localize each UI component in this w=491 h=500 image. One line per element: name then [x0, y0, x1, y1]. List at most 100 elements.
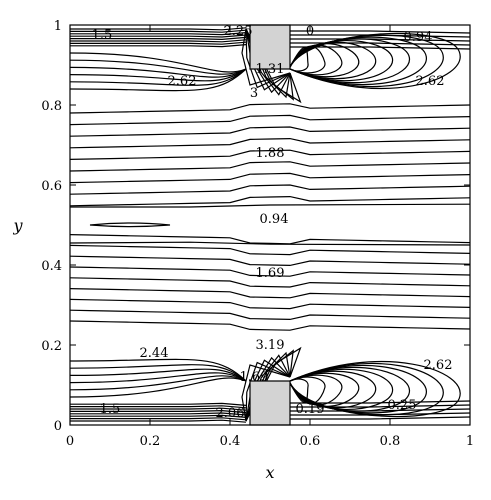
plot-frame [69, 24, 471, 426]
contour-line-22 [70, 419, 247, 423]
contour-line-8 [70, 195, 470, 207]
contour-line-3 [70, 137, 470, 149]
contour-label-9: 0.94 [260, 212, 289, 227]
contour-line-30 [70, 409, 247, 414]
contour-line-29 [70, 36, 247, 41]
contour-label-18: 0.25 [388, 398, 417, 413]
contour-line-38 [70, 377, 247, 398]
contour-label-4: 1.31 [256, 62, 285, 77]
contour-line-86 [290, 416, 470, 420]
contour-line-6 [70, 172, 470, 184]
contour-line-67 [289, 32, 461, 90]
y-tick-label-5: 1 [54, 19, 62, 34]
axis-ticks: 0 0.2 0.4 0.6 0.8 1 0 0.2 0.4 0.6 0.8 1 [41, 19, 474, 449]
contour-line-1 [70, 114, 470, 126]
contour-line-0 [70, 103, 470, 114]
y-axis-title: y [12, 216, 23, 235]
contour-line-16 [70, 244, 470, 256]
contour-label-8: 1.88 [256, 146, 285, 161]
contour-line-92 [290, 404, 470, 408]
contour-line-71 [245, 28, 291, 89]
y-tick-label-3: 0.6 [41, 179, 62, 194]
x-tick-label-0: 0 [66, 434, 74, 449]
x-tick-label-5: 1 [466, 434, 474, 449]
contour-line-14 [70, 266, 470, 277]
contour-line-2 [70, 126, 470, 137]
contour-line-89 [290, 38, 470, 42]
contour-line-17 [70, 234, 470, 245]
obstacles [249, 24, 291, 426]
contour-line-21 [70, 27, 247, 31]
contour-line-85 [290, 30, 470, 34]
contour-line-4 [70, 149, 470, 160]
contour-line-74 [245, 359, 291, 422]
contour-label-11: 2.44 [140, 346, 169, 361]
obstacle-0 [249, 24, 291, 70]
contour-line-26 [70, 414, 247, 418]
contour-line-32 [70, 407, 247, 411]
contour-line-15 [70, 255, 470, 267]
contour-line-23 [70, 29, 247, 33]
contour-line-9 [70, 320, 470, 331]
contour-label-10: 1.69 [256, 266, 285, 281]
contour-line-33 [70, 41, 247, 45]
contour-label-7: 3 [250, 86, 258, 101]
contour-line-5 [70, 161, 470, 172]
contour-label-1: 2.25 [224, 24, 253, 39]
contour-line-91 [290, 42, 470, 46]
contour-line-48 [70, 358, 247, 382]
y-tick-label-4: 0.8 [41, 99, 62, 114]
contour-line-49 [289, 47, 309, 72]
y-tick-label-0: 0 [54, 419, 62, 434]
contour-line-72 [245, 361, 291, 422]
contour-line-44 [70, 368, 247, 382]
contour-line-20 [89, 222, 171, 228]
contour-lines [70, 27, 470, 423]
contour-line-54 [289, 374, 343, 406]
contour-line-24 [70, 417, 247, 421]
contour-line-18 [70, 203, 470, 208]
contour-line-87 [290, 34, 470, 38]
contour-line-7 [70, 184, 470, 195]
contour-line-12 [70, 288, 470, 299]
contour-label-16: 2.06 [216, 406, 245, 421]
contour-line-31 [70, 39, 247, 43]
contour-line-13 [70, 277, 470, 288]
contour-label-0: 1.5 [92, 28, 113, 43]
contour-line-40 [70, 375, 247, 391]
contour-line-47 [70, 68, 247, 92]
contour-line-39 [70, 59, 247, 75]
y-tick-label-1: 0.2 [41, 339, 62, 354]
contour-line-73 [245, 28, 291, 91]
x-tick-label-1: 0.2 [140, 434, 161, 449]
contour-line-11 [70, 298, 470, 310]
contour-line-19 [70, 241, 470, 246]
contour-line-41 [70, 66, 247, 78]
contour-line-27 [70, 34, 247, 38]
contour-line-25 [70, 32, 247, 36]
x-tick-label-3: 0.6 [300, 434, 321, 449]
contour-line-10 [70, 309, 470, 321]
contour-line-43 [70, 68, 247, 82]
contour-label-5: 2.62 [168, 74, 197, 89]
contour-line-28 [70, 412, 247, 416]
y-tick-label-2: 0.4 [41, 259, 62, 274]
contour-line-37 [70, 52, 247, 73]
contour-line-34 [70, 405, 247, 409]
contour-line-53 [289, 44, 343, 76]
contour-label-3: 0.94 [404, 30, 433, 45]
contour-line-93 [290, 46, 470, 50]
contour-line-68 [289, 360, 461, 418]
contour-label-13: 2.62 [424, 358, 453, 373]
contour-label-12: 3.19 [256, 338, 285, 353]
contour-line-90 [290, 408, 470, 412]
contour-line-36 [70, 402, 247, 406]
obstacle-1 [249, 380, 291, 426]
contour-label-14: 1.69 [240, 370, 269, 385]
contour-line-50 [289, 378, 309, 403]
x-axis-title: x [265, 463, 274, 482]
x-tick-label-4: 0.8 [380, 434, 401, 449]
contour-line-88 [290, 412, 470, 416]
contour-label-17: 0.19 [296, 402, 325, 417]
